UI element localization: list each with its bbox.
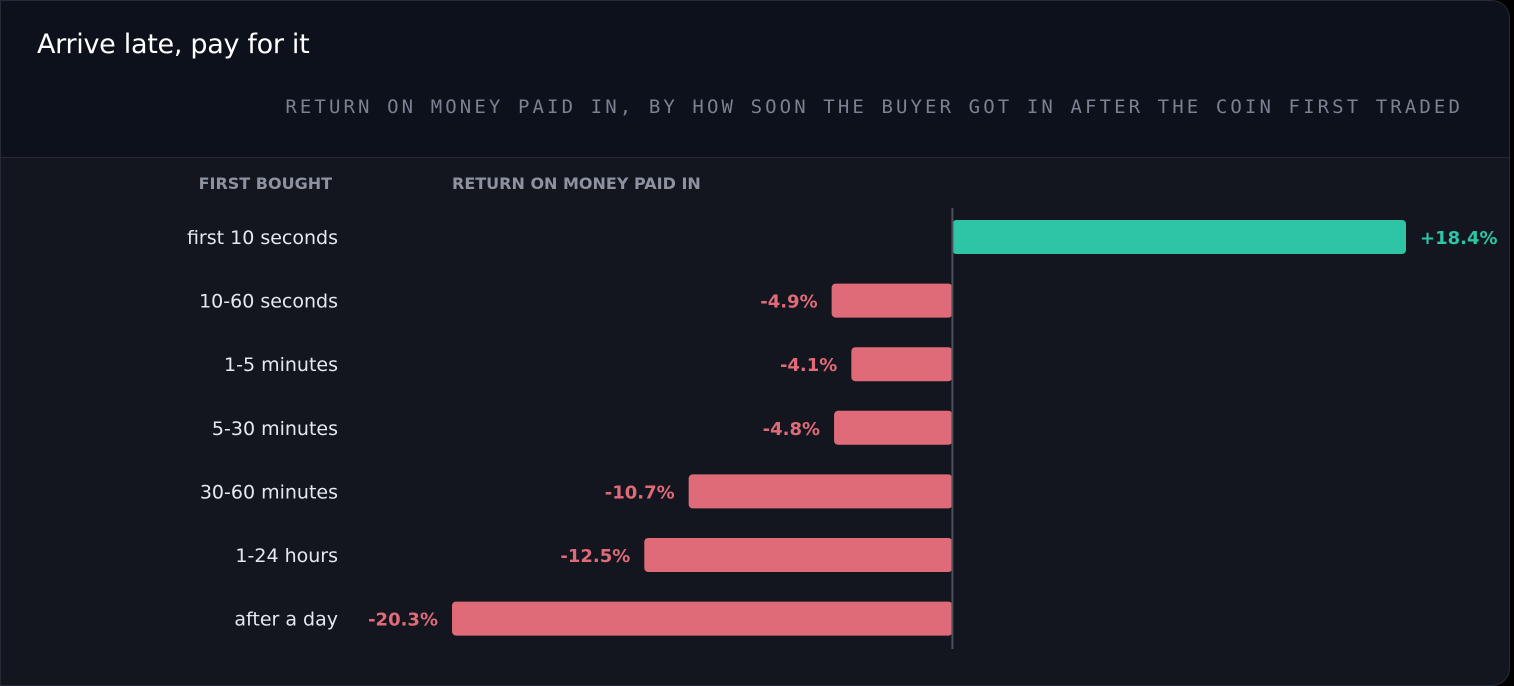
- category-label: 1-5 minutes: [224, 354, 338, 376]
- category-label: 10-60 seconds: [199, 291, 338, 313]
- card-header: Arrive late, pay for it RETURN ON MONEY …: [1, 1, 1509, 158]
- category-label: 1-24 hours: [235, 545, 338, 567]
- category-column-header: FIRST BOUGHT: [198, 174, 332, 193]
- bar-3: [834, 410, 953, 445]
- bar-2: [851, 347, 953, 382]
- category-label: after a day: [234, 609, 338, 631]
- chart-subtitle: RETURN ON MONEY PAID IN, BY HOW SOON THE…: [285, 96, 1463, 118]
- category-label: 5-30 minutes: [212, 418, 338, 440]
- value-label: -10.7%: [605, 482, 675, 503]
- value-label: -4.1%: [780, 355, 837, 376]
- value-label: +18.4%: [1420, 228, 1498, 249]
- value-label: -4.9%: [760, 292, 817, 313]
- value-label: -4.8%: [763, 419, 820, 440]
- category-label: 30-60 minutes: [200, 481, 338, 503]
- bar-1: [831, 283, 953, 318]
- bar-6: [452, 601, 953, 636]
- chart-title: Arrive late, pay for it: [37, 29, 310, 60]
- value-label: -20.3%: [368, 610, 438, 631]
- category-label: first 10 seconds: [187, 227, 338, 249]
- value-column-header: RETURN ON MONEY PAID IN: [452, 174, 701, 193]
- bar-4: [688, 474, 953, 509]
- value-label: -12.5%: [560, 546, 630, 567]
- bar-5: [644, 538, 953, 572]
- bar-0: [952, 220, 1406, 254]
